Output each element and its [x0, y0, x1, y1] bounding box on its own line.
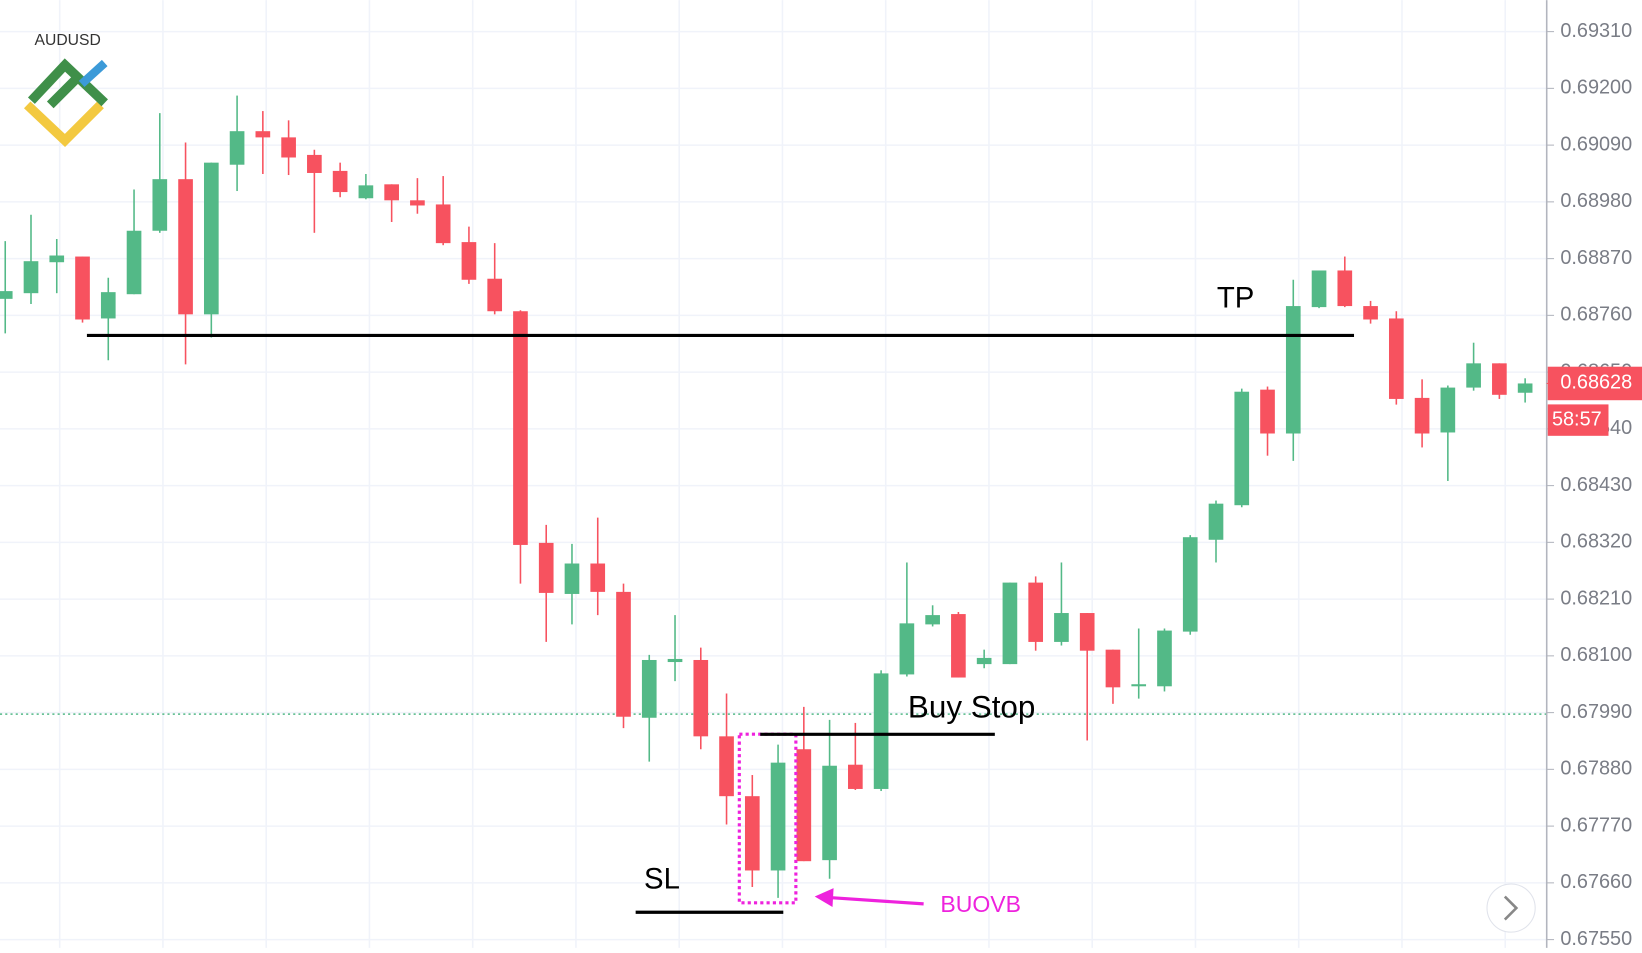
y-tick-label: 0.68980 — [1560, 190, 1632, 212]
candle-body — [564, 563, 580, 594]
candle-body — [487, 278, 503, 312]
candle-body — [1182, 537, 1198, 632]
countdown-tag — [1547, 404, 1609, 436]
y-tick-label: 0.68760 — [1560, 304, 1632, 326]
candles — [0, 95, 1533, 898]
candle-body — [1492, 363, 1507, 395]
candle-body — [255, 131, 271, 138]
y-tick-label: 0.67550 — [1560, 928, 1632, 948]
candle-body — [848, 764, 863, 789]
candle-body — [513, 311, 528, 545]
scroll-icon — [1503, 895, 1519, 921]
candle-body — [1517, 383, 1533, 393]
candle-body — [307, 154, 322, 173]
price-tag — [1547, 366, 1642, 401]
countdown-text: 58:57 — [1552, 408, 1602, 430]
candle-body — [0, 291, 13, 299]
logo-part — [27, 58, 108, 107]
candle-body — [1208, 503, 1224, 540]
candle-body — [1388, 318, 1404, 399]
candle-body — [203, 162, 219, 315]
arrow-line — [829, 896, 924, 906]
y-tick-label: 0.67880 — [1560, 758, 1632, 780]
candle-body — [435, 204, 451, 244]
candle-body — [49, 255, 65, 263]
price-tag-text: 0.68628 — [1560, 372, 1632, 394]
level-label: Buy Stop — [908, 689, 1035, 724]
candle-body — [229, 131, 245, 165]
candle-body — [976, 657, 992, 665]
candle-body — [925, 615, 940, 625]
candle-body — [899, 623, 915, 675]
symbol: AUDUSD — [35, 32, 101, 49]
candle-body — [1285, 306, 1301, 434]
candle-body — [75, 256, 90, 320]
y-tick-label: 0.68320 — [1560, 531, 1632, 553]
candle-body — [384, 184, 399, 201]
candle-body — [461, 242, 477, 280]
candle-body — [667, 658, 683, 663]
candle-body — [152, 179, 168, 231]
candle-body — [538, 542, 554, 593]
candle-body — [1260, 389, 1275, 434]
candle-body — [1002, 582, 1018, 665]
y-tick-label: 0.68210 — [1560, 587, 1632, 609]
y-tick-label: 0.67770 — [1560, 814, 1632, 836]
candle-body — [1105, 649, 1121, 688]
candle-body — [873, 673, 889, 789]
y-tick-label: 0.68430 — [1560, 474, 1632, 496]
candle-body — [1234, 391, 1250, 506]
candle-body — [822, 765, 837, 861]
logo-part — [78, 59, 108, 88]
level-label: TP — [1217, 282, 1254, 315]
y-tick-label: 0.69310 — [1560, 20, 1632, 42]
candle-body — [126, 230, 142, 295]
candle-body — [1028, 582, 1044, 642]
y-tick-label: 0.68100 — [1560, 644, 1632, 666]
candle-body — [616, 591, 631, 717]
candle-body — [100, 292, 116, 319]
candle-body — [358, 185, 374, 199]
candle-body — [1131, 684, 1147, 687]
candle-body — [1157, 630, 1172, 687]
candle-body — [1414, 397, 1430, 434]
candle-body — [178, 179, 193, 315]
y-tick-label: 0.67990 — [1560, 701, 1632, 723]
logo-part — [46, 76, 79, 109]
logo — [23, 58, 108, 148]
candle-body — [1079, 613, 1095, 651]
scroll-button[interactable] — [1486, 883, 1536, 933]
candle-body — [719, 736, 734, 797]
candle-body — [1466, 363, 1481, 388]
y-tick-label: 0.69200 — [1560, 77, 1632, 99]
candle-body — [693, 659, 709, 737]
candle-body — [1311, 270, 1327, 308]
candle-body — [1440, 387, 1456, 433]
level-label: SL — [644, 863, 680, 896]
arrow-head — [814, 888, 834, 908]
candle-body — [951, 614, 966, 678]
candle-body — [796, 749, 812, 862]
candle-body — [641, 659, 657, 718]
candle-body — [410, 200, 425, 206]
candle-body — [332, 170, 348, 193]
pattern-label: BUOVB — [940, 891, 1021, 917]
logo-part — [23, 101, 104, 148]
y-tick-label: 0.67660 — [1560, 871, 1632, 893]
candle-body — [590, 563, 606, 592]
candle-body — [1363, 306, 1378, 320]
candle-body — [1337, 270, 1353, 307]
candle-body — [770, 762, 786, 871]
y-tick-label: 0.68870 — [1560, 247, 1632, 269]
y-tick-label: 0.69090 — [1560, 133, 1632, 155]
candle-body — [744, 796, 760, 871]
candle-body — [1054, 613, 1069, 642]
candle-body — [281, 137, 296, 158]
candle-body — [23, 261, 39, 294]
